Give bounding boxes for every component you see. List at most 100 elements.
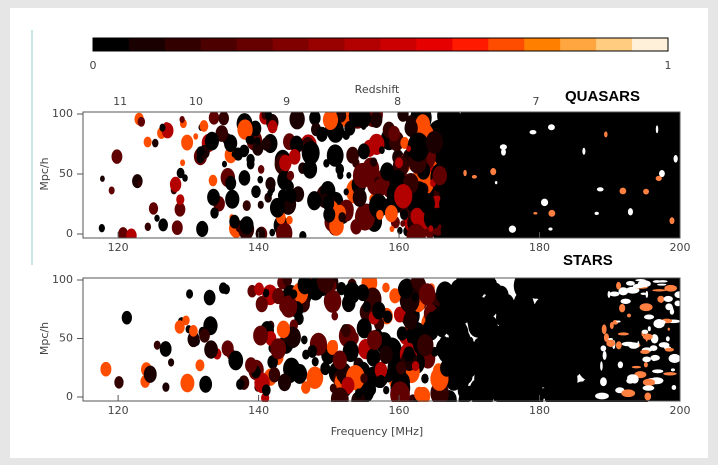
- hole: [652, 289, 667, 292]
- ionized-region: [550, 278, 559, 289]
- ionized-region: [393, 306, 406, 323]
- ionized-region: [276, 320, 291, 339]
- ionized-region: [388, 125, 400, 142]
- ionized-region: [301, 381, 311, 394]
- hole: [664, 347, 674, 352]
- ionized-region: [459, 186, 478, 211]
- ionized-region: [396, 326, 408, 341]
- colorbar-swatch: [380, 38, 417, 51]
- ionized-region: [132, 174, 143, 189]
- ionized-region: [180, 159, 186, 167]
- ionized-region: [195, 359, 205, 372]
- y-tick-label: 100: [52, 273, 73, 286]
- ionized-region: [199, 328, 210, 343]
- ionized-region: [372, 117, 378, 125]
- ionized-region: [440, 359, 454, 377]
- hole: [600, 361, 603, 371]
- ionized-region: [255, 296, 268, 313]
- hole: [608, 338, 613, 341]
- ionized-region: [514, 380, 524, 392]
- ionized-region: [159, 123, 166, 132]
- x-tick-label: 120: [108, 404, 129, 417]
- hole: [644, 392, 652, 401]
- ionized-region: [495, 307, 512, 328]
- ionized-region: [357, 143, 370, 160]
- colorbar-swatch: [416, 38, 453, 51]
- ionized-region: [330, 387, 349, 402]
- ionized-region: [247, 135, 255, 145]
- ionized-region: [270, 338, 287, 360]
- hole: [508, 225, 517, 233]
- hole: [663, 295, 673, 303]
- ionized-region: [416, 334, 434, 357]
- ionized-region: [526, 278, 544, 299]
- ionized-region: [276, 222, 293, 238]
- ionized-region: [208, 174, 218, 187]
- colorbar-swatch: [344, 38, 381, 51]
- ionized-region: [470, 278, 482, 290]
- ionized-region: [316, 126, 328, 142]
- hole: [659, 170, 665, 178]
- hole: [631, 365, 642, 369]
- hole: [653, 319, 665, 329]
- ionized-region: [444, 112, 463, 134]
- ionized-region: [335, 112, 347, 123]
- hole: [669, 217, 675, 225]
- colorbar-swatch: [308, 38, 346, 51]
- y-tick-label: 0: [66, 390, 73, 403]
- ionized-region: [320, 361, 331, 376]
- ionized-region: [547, 391, 561, 402]
- ionized-region: [428, 225, 434, 232]
- panel-image: [83, 112, 680, 238]
- ionized-region: [496, 128, 511, 147]
- ionized-region: [457, 383, 470, 399]
- ionized-region: [118, 227, 129, 238]
- ionized-region: [367, 330, 382, 350]
- ionized-region: [143, 136, 152, 148]
- ionized-region: [162, 382, 170, 392]
- ionized-region: [257, 175, 264, 184]
- ionized-region: [521, 299, 533, 314]
- ionized-region: [464, 217, 489, 238]
- colorbar-swatch: [524, 38, 561, 51]
- hole: [651, 355, 657, 362]
- hole: [615, 341, 622, 350]
- ionized-region: [238, 170, 251, 186]
- colorbar-swatch: [560, 38, 597, 51]
- hole: [626, 286, 640, 294]
- ionized-region: [452, 299, 468, 321]
- panel-frame: [82, 111, 681, 239]
- ionized-region: [137, 180, 142, 187]
- ionized-region: [255, 227, 266, 238]
- ionized-region: [525, 363, 540, 382]
- ionized-region: [514, 332, 537, 362]
- ionized-region: [450, 133, 459, 144]
- hole: [647, 326, 651, 332]
- ionized-region: [479, 202, 487, 213]
- hole: [669, 308, 675, 315]
- hole: [667, 327, 670, 331]
- ionized-region: [189, 324, 198, 337]
- hole: [626, 280, 635, 286]
- ionized-region: [182, 174, 188, 182]
- ionized-region: [225, 175, 237, 191]
- ionized-region: [378, 146, 385, 154]
- ionized-region: [394, 184, 413, 209]
- ionized-region: [289, 112, 305, 130]
- hole: [548, 209, 556, 217]
- x-tick-label: 180: [529, 241, 550, 254]
- ionized-region: [176, 194, 185, 206]
- ionized-region: [343, 188, 349, 196]
- ionized-region: [407, 132, 430, 162]
- ionized-region: [237, 119, 253, 140]
- hole: [540, 198, 549, 207]
- hole: [529, 130, 537, 135]
- ionized-region: [366, 348, 381, 367]
- hole: [652, 369, 664, 374]
- x-tick-label: 160: [389, 404, 410, 417]
- ionized-region: [333, 157, 339, 164]
- ionized-region: [193, 133, 199, 140]
- hole: [671, 385, 677, 390]
- ionized-region: [496, 213, 505, 225]
- panel-frame: [82, 277, 681, 402]
